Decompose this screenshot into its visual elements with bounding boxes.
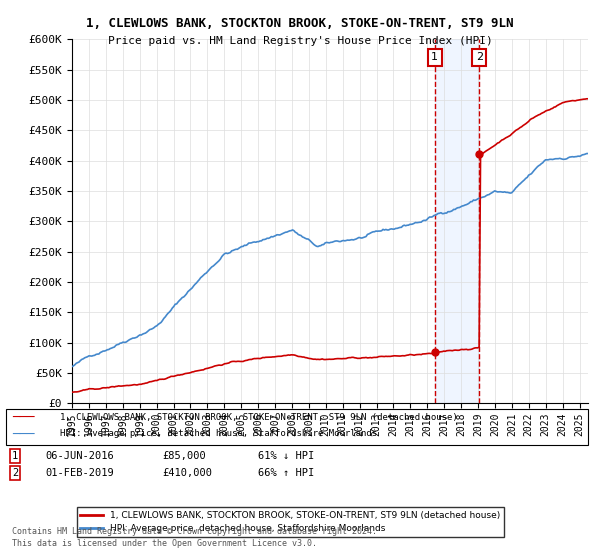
Text: ───: ─── bbox=[12, 410, 38, 424]
Text: 2: 2 bbox=[12, 468, 18, 478]
Text: 2: 2 bbox=[476, 53, 483, 62]
Text: Price paid vs. HM Land Registry's House Price Index (HPI): Price paid vs. HM Land Registry's House … bbox=[107, 36, 493, 46]
Text: This data is licensed under the Open Government Licence v3.0.: This data is licensed under the Open Gov… bbox=[12, 539, 317, 548]
Text: 1: 1 bbox=[431, 53, 438, 62]
Text: 1: 1 bbox=[12, 451, 18, 461]
Text: 1, CLEWLOWS BANK, STOCKTON BROOK, STOKE-ON-TRENT, ST9 9LN (detached house): 1, CLEWLOWS BANK, STOCKTON BROOK, STOKE-… bbox=[60, 413, 458, 422]
Legend: 1, CLEWLOWS BANK, STOCKTON BROOK, STOKE-ON-TRENT, ST9 9LN (detached house), HPI:: 1, CLEWLOWS BANK, STOCKTON BROOK, STOKE-… bbox=[77, 507, 504, 537]
Bar bbox=[435, 39, 479, 403]
Text: ───: ─── bbox=[12, 427, 38, 441]
Text: 66% ↑ HPI: 66% ↑ HPI bbox=[258, 468, 314, 478]
Text: 01-FEB-2019: 01-FEB-2019 bbox=[45, 468, 114, 478]
Text: HPI: Average price, detached house, Staffordshire Moorlands: HPI: Average price, detached house, Staf… bbox=[60, 430, 377, 438]
Text: 1, CLEWLOWS BANK, STOCKTON BROOK, STOKE-ON-TRENT, ST9 9LN: 1, CLEWLOWS BANK, STOCKTON BROOK, STOKE-… bbox=[86, 17, 514, 30]
Text: Contains HM Land Registry data © Crown copyright and database right 2024.: Contains HM Land Registry data © Crown c… bbox=[12, 528, 377, 536]
Text: 06-JUN-2016: 06-JUN-2016 bbox=[45, 451, 114, 461]
Text: £85,000: £85,000 bbox=[162, 451, 206, 461]
Text: 61% ↓ HPI: 61% ↓ HPI bbox=[258, 451, 314, 461]
Text: £410,000: £410,000 bbox=[162, 468, 212, 478]
